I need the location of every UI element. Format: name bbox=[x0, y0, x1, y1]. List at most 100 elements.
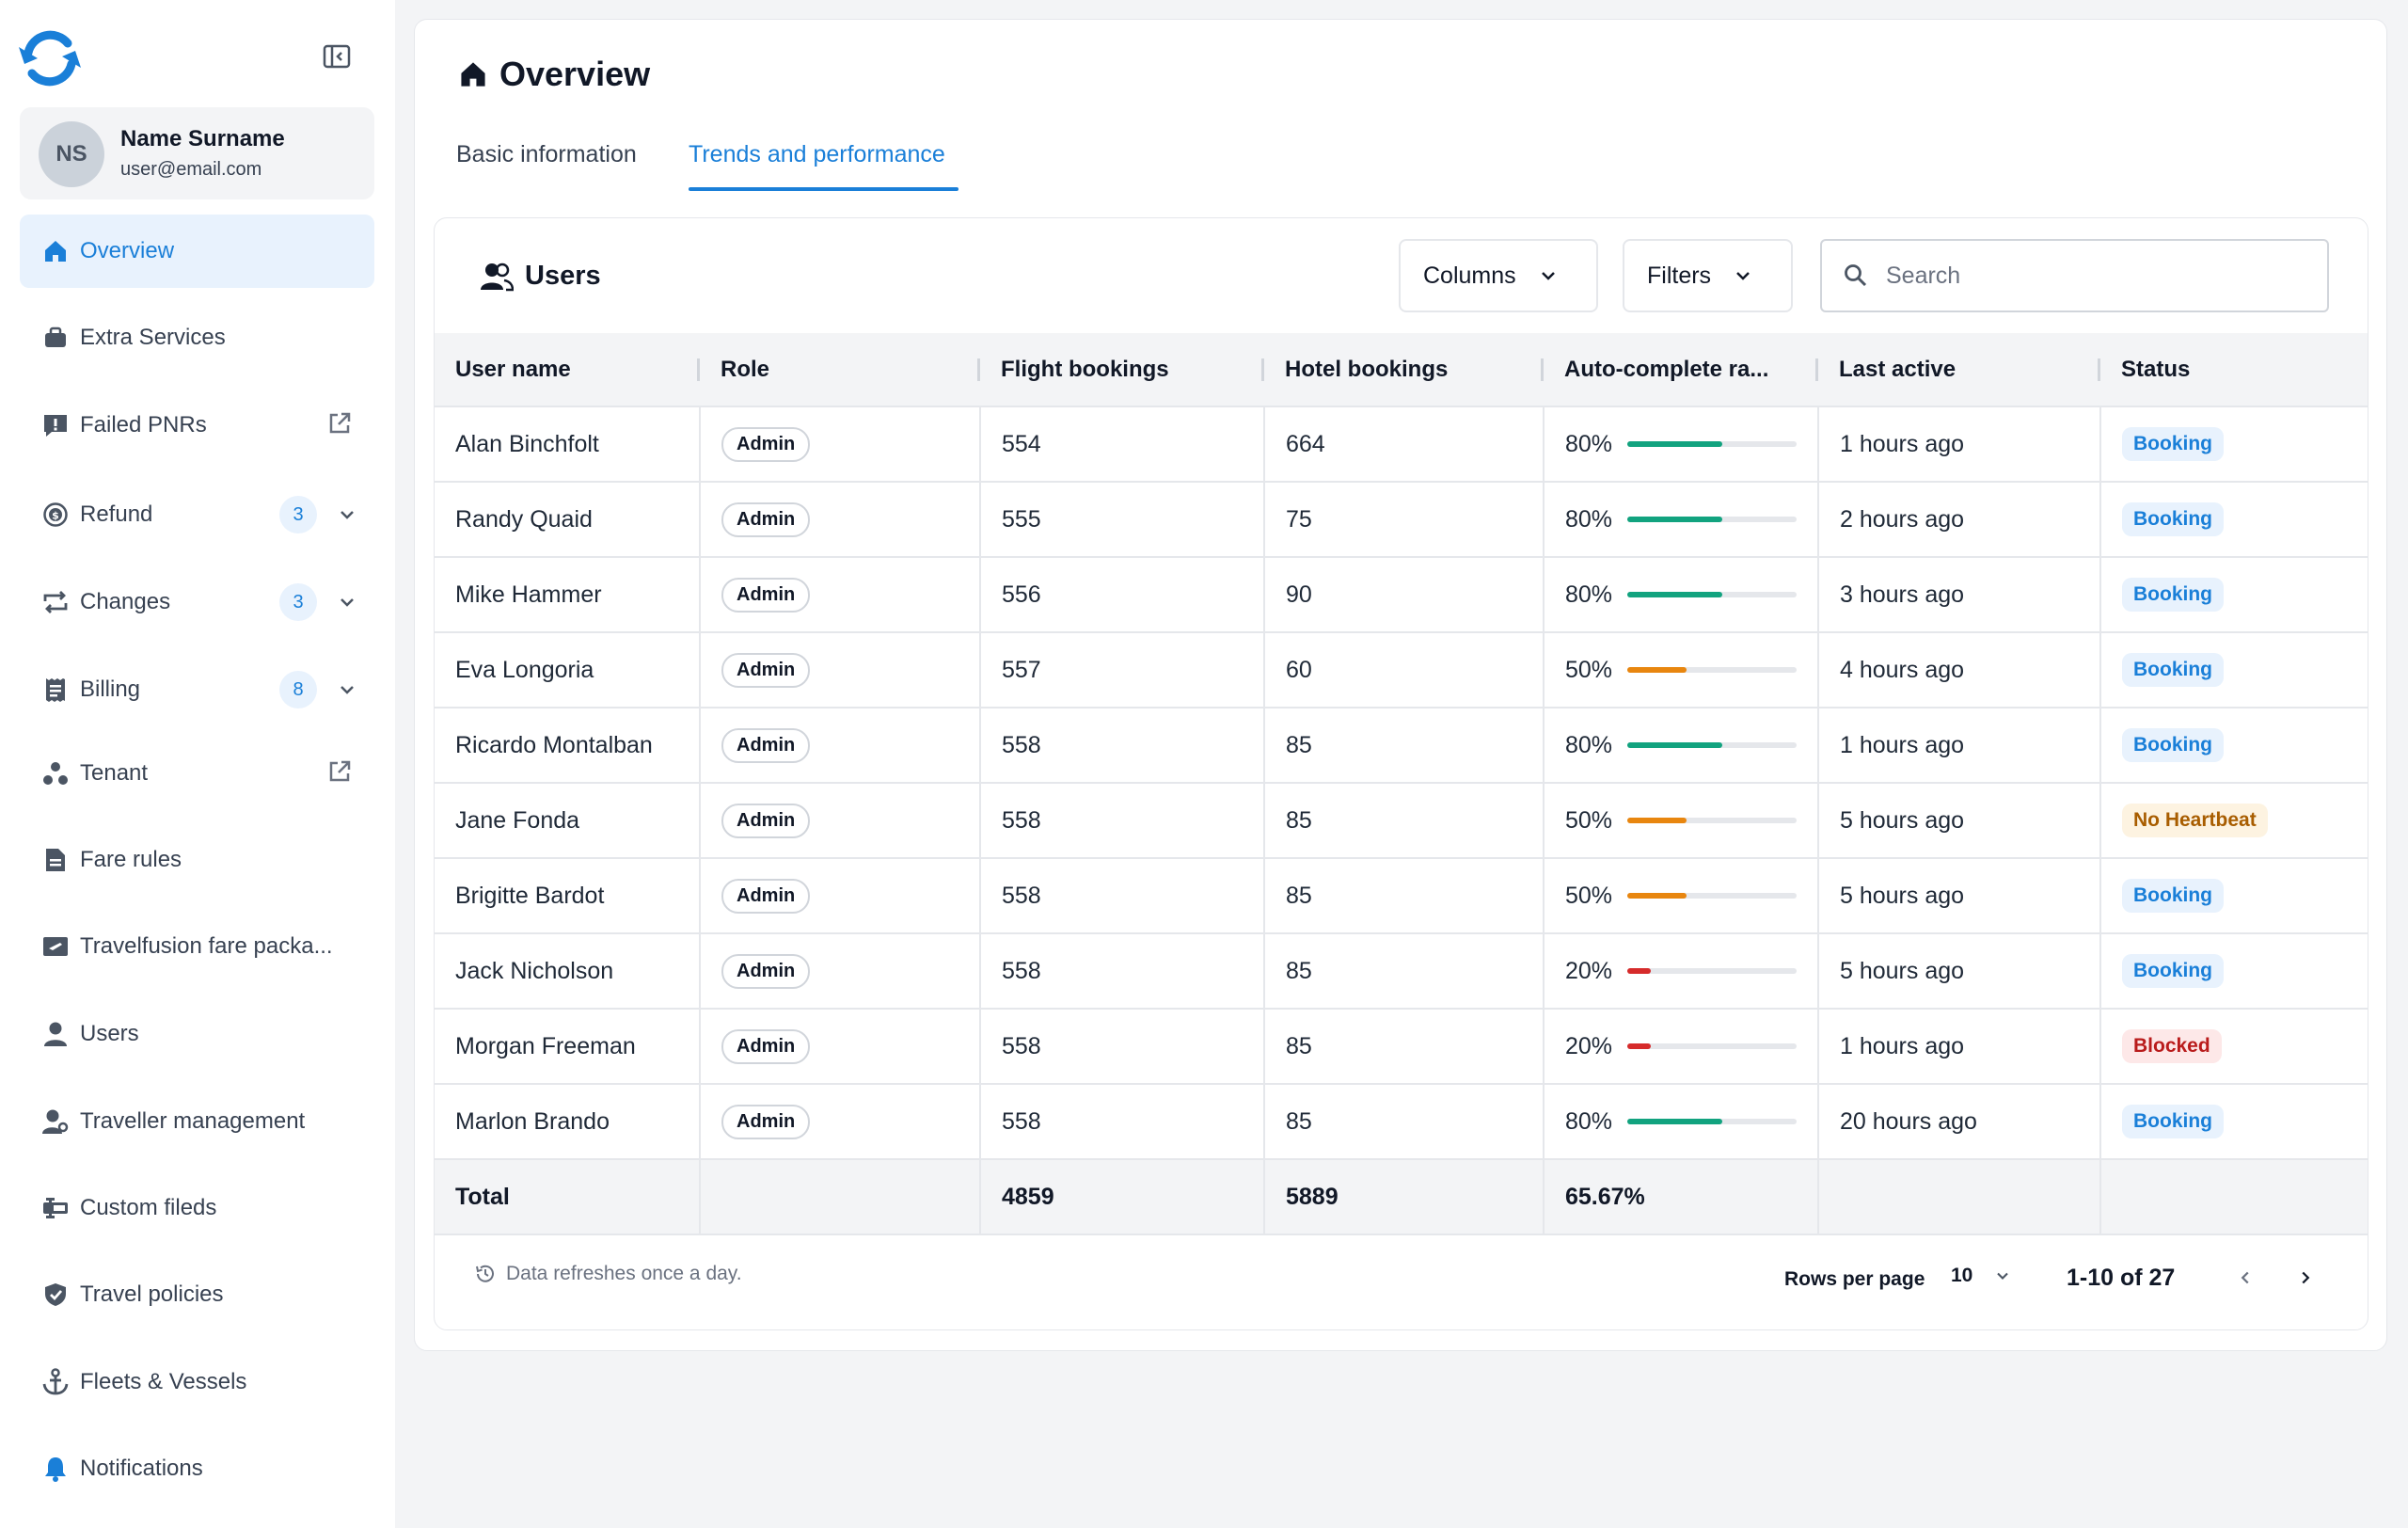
rate-progress-fill bbox=[1627, 1119, 1722, 1124]
user-profile[interactable]: NS Name Surname user@email.com bbox=[20, 107, 374, 199]
column-header-user-name[interactable]: User name bbox=[435, 333, 700, 407]
cell-status: Booking bbox=[2100, 1084, 2368, 1160]
cell-flight-bookings: 558 bbox=[980, 783, 1265, 859]
tab-basic-information[interactable]: Basic information bbox=[456, 141, 637, 167]
table-row[interactable]: Alan Binchfolt Admin 554 664 80% 1 hours ago B… bbox=[435, 406, 2368, 483]
rows-per-page-select[interactable]: 10 bbox=[1951, 1265, 2012, 1287]
table-row[interactable]: Eva Longoria Admin 557 60 50% 4 hours ago Book… bbox=[435, 632, 2368, 708]
sidebar-item-traveller-management[interactable]: Traveller management bbox=[20, 1085, 374, 1158]
total-last-active-empty bbox=[1818, 1159, 2101, 1235]
svg-text:$: $ bbox=[52, 510, 59, 522]
sidebar-item-label: Fare rules bbox=[80, 847, 182, 872]
cell-hotel-bookings: 85 bbox=[1264, 1009, 1545, 1085]
external-link-icon[interactable] bbox=[326, 410, 356, 440]
sidebar-item-refund[interactable]: $ Refund 3 bbox=[20, 478, 374, 551]
sidebar-item-extra-services[interactable]: Extra Services bbox=[20, 301, 374, 374]
sidebar-item-billing[interactable]: Billing 8 bbox=[20, 653, 374, 726]
cell-user-name: Eva Longoria bbox=[435, 632, 701, 708]
sidebar-item-tenant[interactable]: Tenant bbox=[20, 737, 374, 810]
table-row[interactable]: Jack Nicholson Admin 558 85 20% 5 hours ago Bo… bbox=[435, 933, 2368, 1010]
chevron-down-icon[interactable] bbox=[336, 503, 358, 526]
total-flight-bookings: 4859 bbox=[980, 1159, 1265, 1235]
columns-button-label: Columns bbox=[1423, 262, 1516, 289]
column-header-last-active[interactable]: Last active bbox=[1818, 333, 2100, 407]
cell-auto-complete-rate: 80% bbox=[1544, 708, 1819, 784]
rate-progress-bar bbox=[1627, 667, 1798, 673]
app-logo[interactable] bbox=[19, 26, 81, 88]
search-box[interactable] bbox=[1820, 239, 2329, 312]
cell-hotel-bookings: 85 bbox=[1264, 858, 1545, 934]
sidebar-item-label: Travelfusion fare packa... bbox=[80, 933, 333, 959]
rate-progress-fill bbox=[1627, 517, 1722, 522]
cell-last-active: 2 hours ago bbox=[1818, 482, 2101, 558]
role-badge: Admin bbox=[721, 577, 811, 613]
table-row[interactable]: Marlon Brando Admin 558 85 80% 20 hours ago Bo… bbox=[435, 1084, 2368, 1160]
search-icon bbox=[1845, 264, 1867, 287]
status-badge: Booking bbox=[2122, 502, 2224, 536]
cell-hotel-bookings: 75 bbox=[1264, 482, 1545, 558]
column-header-status[interactable]: Status bbox=[2100, 333, 2368, 407]
sidebar-collapse-icon[interactable] bbox=[322, 41, 352, 72]
cell-role: Admin bbox=[700, 557, 981, 633]
sidebar-item-travel-policies[interactable]: Travel policies bbox=[20, 1258, 374, 1331]
status-badge: Booking bbox=[2122, 728, 2224, 762]
column-header-hotel-bookings[interactable]: Hotel bookings bbox=[1264, 333, 1544, 407]
cell-user-name: Ricardo Montalban bbox=[435, 708, 701, 784]
cell-status: Booking bbox=[2100, 557, 2368, 633]
count-badge: 8 bbox=[279, 671, 317, 708]
sidebar-item-travelfusion[interactable]: Travelfusion fare packa... bbox=[20, 910, 374, 983]
cell-last-active: 1 hours ago bbox=[1818, 1009, 2101, 1085]
table-row[interactable]: Morgan Freeman Admin 558 85 20% 1 hours ago Bl… bbox=[435, 1009, 2368, 1085]
sidebar-item-notifications[interactable]: Notifications bbox=[20, 1432, 374, 1505]
columns-button[interactable]: Columns bbox=[1399, 239, 1598, 312]
rate-progress-bar bbox=[1627, 1043, 1798, 1049]
cell-hotel-bookings: 664 bbox=[1264, 406, 1545, 483]
chevron-down-icon[interactable] bbox=[336, 678, 358, 701]
filters-button[interactable]: Filters bbox=[1623, 239, 1793, 312]
next-page-button[interactable] bbox=[2290, 1263, 2321, 1293]
cell-auto-complete-rate: 50% bbox=[1544, 783, 1819, 859]
sidebar-item-fare-rules[interactable]: Fare rules bbox=[20, 823, 374, 897]
external-link-icon[interactable] bbox=[326, 758, 356, 788]
tab-trends-and-performance[interactable]: Trends and performance bbox=[689, 141, 945, 167]
table-row[interactable]: Randy Quaid Admin 555 75 80% 2 hours ago Booki… bbox=[435, 482, 2368, 558]
sidebar-item-changes[interactable]: Changes 3 bbox=[20, 565, 374, 639]
sidebar-item-label: Tenant bbox=[80, 760, 149, 786]
role-badge: Admin bbox=[721, 953, 811, 989]
cell-hotel-bookings: 85 bbox=[1264, 933, 1545, 1010]
status-badge: Booking bbox=[2122, 578, 2224, 612]
sidebar-item-fleets-vessels[interactable]: Fleets & Vessels bbox=[20, 1345, 374, 1419]
cell-role: Admin bbox=[700, 783, 981, 859]
users-table-card: Users Columns Filters User name Role Fli… bbox=[434, 217, 2368, 1330]
cell-auto-complete-rate: 20% bbox=[1544, 1009, 1819, 1085]
search-input[interactable] bbox=[1886, 262, 2319, 290]
column-header-flight-bookings[interactable]: Flight bookings bbox=[980, 333, 1264, 407]
table-row[interactable]: Ricardo Montalban Admin 558 85 80% 1 hours ag… bbox=[435, 708, 2368, 784]
cell-status: Booking bbox=[2100, 858, 2368, 934]
cell-flight-bookings: 558 bbox=[980, 1009, 1265, 1085]
table-row[interactable]: Mike Hammer Admin 556 90 80% 3 hours ago Booki… bbox=[435, 557, 2368, 633]
column-header-auto-complete-rate[interactable]: Auto-complete ra... bbox=[1544, 333, 1818, 407]
sidebar: NS Name Surname user@email.com Overview … bbox=[0, 0, 395, 1528]
role-badge: Admin bbox=[721, 1104, 811, 1139]
custom-field-icon bbox=[40, 1193, 71, 1223]
cell-status: Booking bbox=[2100, 632, 2368, 708]
rate-value: 20% bbox=[1565, 1032, 1613, 1059]
column-header-role[interactable]: Role bbox=[700, 333, 980, 407]
previous-page-button[interactable] bbox=[2230, 1263, 2260, 1293]
cell-hotel-bookings: 85 bbox=[1264, 1084, 1545, 1160]
sidebar-item-overview[interactable]: Overview bbox=[20, 215, 374, 288]
sidebar-item-users[interactable]: Users bbox=[20, 997, 374, 1071]
table-row[interactable]: Brigitte Bardot Admin 558 85 50% 5 hours ago B… bbox=[435, 858, 2368, 934]
table-row[interactable]: Jane Fonda Admin 558 85 50% 5 hours ago No Hea… bbox=[435, 783, 2368, 859]
sidebar-item-failed-pnrs[interactable]: Failed PNRs bbox=[20, 389, 374, 462]
avatar: NS bbox=[39, 121, 104, 187]
rate-progress-fill bbox=[1627, 441, 1722, 447]
document-icon bbox=[40, 845, 71, 875]
status-badge: No Heartbeat bbox=[2122, 804, 2268, 837]
cell-auto-complete-rate: 20% bbox=[1544, 933, 1819, 1010]
sidebar-item-label: Custom fileds bbox=[80, 1195, 217, 1220]
chevron-down-icon[interactable] bbox=[336, 591, 358, 613]
sidebar-item-custom-fields[interactable]: Custom fileds bbox=[20, 1171, 374, 1245]
cell-user-name: Jane Fonda bbox=[435, 783, 701, 859]
